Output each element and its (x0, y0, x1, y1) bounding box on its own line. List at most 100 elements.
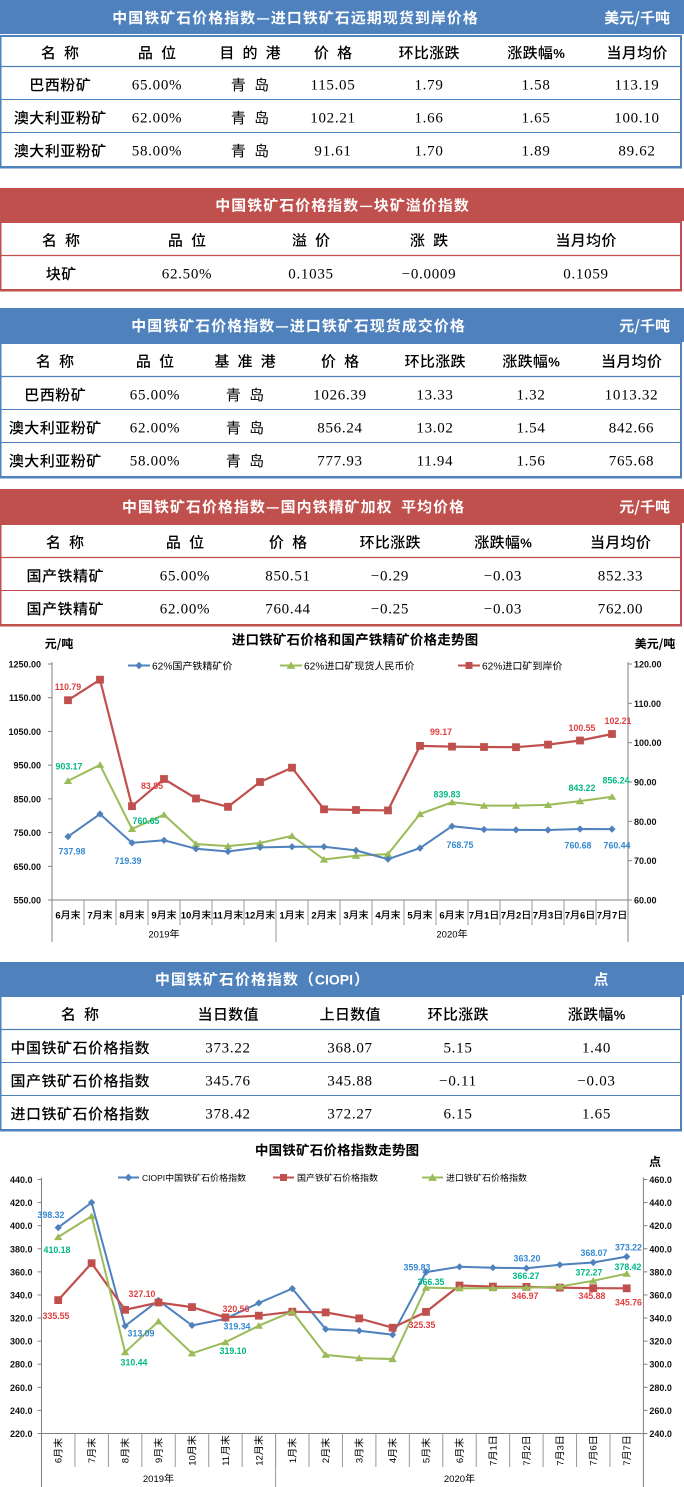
svg-text:1050.00: 1050.00 (8, 727, 41, 737)
svg-text:380.0: 380.0 (649, 1267, 672, 1277)
svg-text:650.00: 650.00 (13, 862, 41, 872)
svg-text:CIOPI: CIOPI (142, 1173, 165, 1183)
svg-text:372.27: 372.27 (327, 1106, 372, 1122)
svg-text:9: 9 (151, 911, 156, 922)
svg-text:62.00%: 62.00% (130, 420, 180, 436)
svg-text:398.32: 398.32 (38, 1210, 65, 1220)
svg-text:340.0: 340.0 (10, 1291, 33, 1301)
svg-text:760.44: 760.44 (604, 841, 631, 851)
svg-text:7: 7 (612, 911, 617, 922)
svg-text:260.0: 260.0 (10, 1383, 33, 1393)
svg-text:373.22: 373.22 (205, 1040, 250, 1056)
svg-text:7: 7 (469, 911, 474, 922)
svg-text:83.85: 83.85 (141, 781, 163, 791)
svg-text:5.15: 5.15 (443, 1040, 472, 1056)
svg-text:366.27: 366.27 (513, 1271, 540, 1281)
svg-text:7: 7 (589, 1460, 600, 1465)
svg-text:3: 3 (343, 911, 348, 922)
svg-text:7: 7 (488, 1461, 499, 1466)
svg-text:7: 7 (597, 911, 602, 922)
svg-text:−0.11: −0.11 (439, 1073, 477, 1089)
svg-text:777.93: 777.93 (317, 453, 362, 469)
svg-text:6: 6 (55, 911, 60, 922)
svg-text:−0.0009: −0.0009 (402, 266, 457, 282)
svg-text:6: 6 (580, 911, 585, 922)
svg-text:9: 9 (154, 1458, 165, 1463)
svg-text:65.00%: 65.00% (160, 568, 210, 584)
svg-text:1.79: 1.79 (414, 77, 443, 93)
svg-text:300.0: 300.0 (649, 1360, 672, 1370)
svg-text:1013.32: 1013.32 (605, 387, 659, 403)
svg-text:1250.00: 1250.00 (8, 660, 41, 670)
svg-text:378.42: 378.42 (205, 1106, 250, 1122)
svg-text:760.68: 760.68 (565, 841, 592, 851)
svg-text:1.65: 1.65 (521, 110, 550, 126)
svg-text:%: % (614, 1008, 626, 1023)
svg-text:100.10: 100.10 (614, 110, 659, 126)
svg-text:360.0: 360.0 (10, 1267, 33, 1277)
svg-text:91.61: 91.61 (314, 143, 351, 159)
svg-text:345.76: 345.76 (205, 1073, 250, 1089)
svg-text:843.22: 843.22 (569, 783, 596, 793)
svg-text:7: 7 (522, 1460, 533, 1465)
svg-text:327.10: 327.10 (129, 1289, 156, 1299)
svg-text:−0.03: −0.03 (484, 601, 522, 617)
svg-text:62%: 62% (482, 662, 502, 673)
svg-text:13.02: 13.02 (416, 420, 453, 436)
svg-text:950.00: 950.00 (13, 761, 41, 771)
svg-text:420.0: 420.0 (649, 1221, 672, 1231)
svg-text:765.68: 765.68 (609, 453, 654, 469)
svg-text:102.21: 102.21 (310, 110, 355, 126)
svg-text:120.00: 120.00 (634, 660, 662, 670)
svg-text:320.0: 320.0 (10, 1314, 33, 1324)
svg-text:1.58: 1.58 (521, 77, 550, 93)
svg-text:62.50%: 62.50% (162, 266, 212, 282)
svg-text:460.0: 460.0 (649, 1175, 672, 1185)
svg-text:1.40: 1.40 (582, 1040, 611, 1056)
svg-text:6: 6 (54, 1458, 65, 1463)
svg-text:378.42: 378.42 (615, 1262, 642, 1272)
svg-text:7: 7 (533, 911, 538, 922)
svg-text:%: % (553, 46, 565, 61)
svg-text:100.55: 100.55 (569, 723, 596, 733)
svg-text:320.0: 320.0 (649, 1337, 672, 1347)
svg-text:80.00: 80.00 (634, 817, 657, 827)
svg-text:762.00: 762.00 (598, 601, 643, 617)
svg-text:856.24: 856.24 (603, 776, 630, 786)
svg-text:368.07: 368.07 (581, 1248, 608, 1258)
svg-text:319.34: 319.34 (224, 1322, 251, 1332)
svg-text:11: 11 (213, 911, 224, 922)
svg-text:842.66: 842.66 (609, 420, 654, 436)
svg-text:3: 3 (355, 1458, 366, 1463)
svg-text:4: 4 (375, 911, 381, 922)
svg-text:325.35: 325.35 (409, 1320, 436, 1330)
svg-text:319.10: 319.10 (220, 1346, 247, 1356)
svg-text:62.00%: 62.00% (132, 110, 182, 126)
svg-text:65.00%: 65.00% (132, 77, 182, 93)
svg-text:1.56: 1.56 (516, 453, 545, 469)
svg-text:400.0: 400.0 (649, 1244, 672, 1254)
svg-text:2019: 2019 (148, 930, 169, 941)
svg-text:410.18: 410.18 (44, 1245, 71, 1255)
svg-text:300.0: 300.0 (10, 1337, 33, 1347)
svg-text:340.0: 340.0 (649, 1314, 672, 1324)
svg-text:0.1059: 0.1059 (563, 266, 608, 282)
svg-text:1: 1 (484, 911, 490, 922)
svg-text:7: 7 (87, 911, 92, 922)
svg-text:760.44: 760.44 (265, 601, 310, 617)
svg-text:8: 8 (119, 911, 124, 922)
svg-text:6: 6 (439, 911, 444, 922)
svg-text:1026.39: 1026.39 (313, 387, 367, 403)
svg-text:400.0: 400.0 (10, 1221, 33, 1231)
svg-text:760.65: 760.65 (133, 816, 160, 826)
svg-text:10: 10 (187, 1455, 198, 1466)
svg-text:90.00: 90.00 (634, 778, 657, 788)
svg-text:62.00%: 62.00% (160, 601, 210, 617)
svg-text:62%: 62% (152, 662, 172, 673)
svg-text:100.00: 100.00 (634, 738, 662, 748)
svg-text:1.89: 1.89 (521, 143, 550, 159)
svg-text:380.0: 380.0 (10, 1244, 33, 1254)
svg-text:89.62: 89.62 (618, 143, 655, 159)
svg-text:0.1035: 0.1035 (288, 266, 333, 282)
svg-text:1.66: 1.66 (414, 110, 443, 126)
